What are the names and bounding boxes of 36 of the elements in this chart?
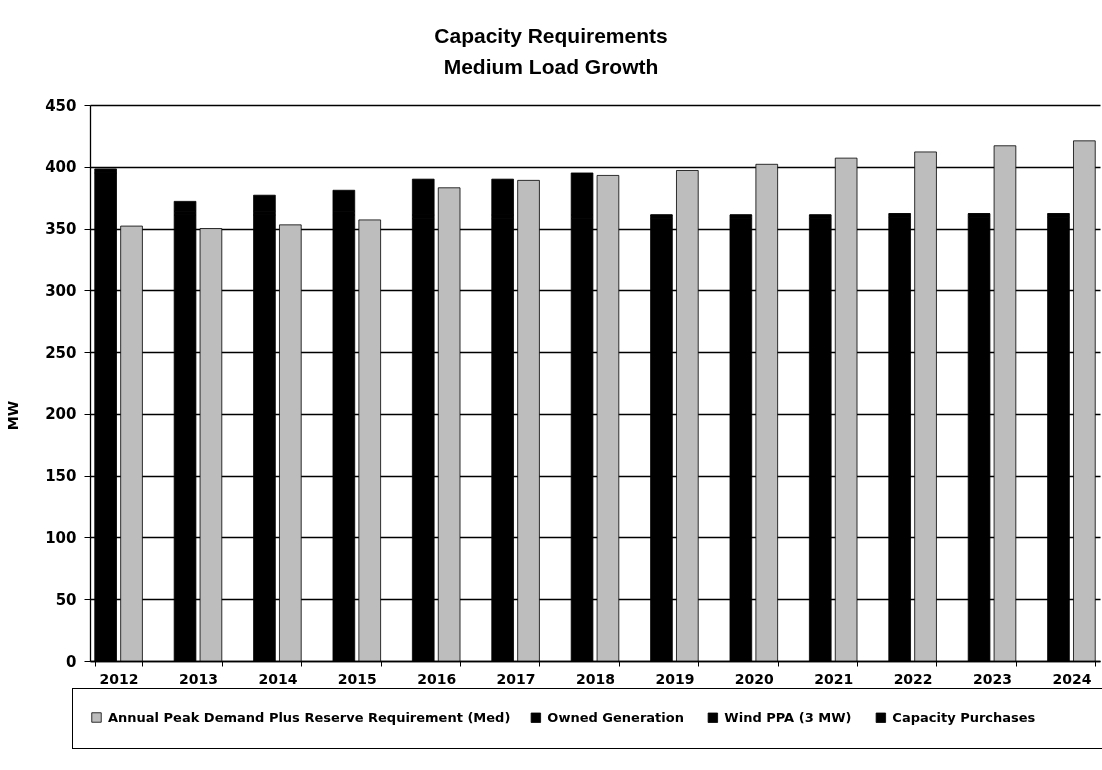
- y-tick-label: 400: [45, 158, 77, 177]
- x-tick-label: 2014: [258, 670, 298, 687]
- y-tick-label: 200: [45, 405, 77, 424]
- y-tick-label: 250: [45, 343, 77, 362]
- x-tick-label: 2021: [814, 670, 854, 687]
- bar: [332, 189, 356, 212]
- y-tick-label: 150: [45, 467, 77, 486]
- chart-title: Capacity Requirements: [434, 24, 668, 47]
- x-tick-label: 2016: [417, 670, 457, 687]
- legend-label: Owned Generation: [547, 709, 684, 725]
- x-tick-label: 2022: [893, 670, 933, 687]
- x-tick-label: 2017: [496, 670, 536, 687]
- y-axis-title: MW: [5, 400, 22, 431]
- x-tick-label: 2024: [1052, 670, 1092, 687]
- x-tick-label: 2015: [337, 670, 377, 687]
- y-tick-label: 300: [45, 281, 77, 300]
- x-tick-label: 2018: [576, 670, 615, 687]
- y-tick-label: 450: [45, 96, 77, 115]
- y-tick-label: 100: [45, 528, 77, 547]
- bar: [570, 172, 594, 216]
- x-tick-label: 2020: [734, 670, 775, 687]
- chart-subtitle: Medium Load Growth: [443, 55, 659, 78]
- y-tick-label: 350: [45, 220, 77, 239]
- bar: [173, 200, 197, 212]
- legend-label: Annual Peak Demand Plus Reserve Requirement (Med): [108, 709, 511, 725]
- x-tick-label: 2019: [655, 670, 695, 687]
- x-tick-label: 2023: [973, 670, 1012, 687]
- y-tick-label: 50: [55, 590, 77, 609]
- x-tick-label: 2012: [99, 670, 139, 687]
- x-tick-label: 2013: [179, 670, 218, 687]
- bar: [411, 178, 435, 216]
- y-tick-label: 0: [66, 652, 77, 671]
- legend-label: Capacity Purchases: [892, 709, 1036, 725]
- bar: [491, 178, 514, 216]
- legend-label: Wind PPA (3 MW): [724, 709, 852, 725]
- bar: [253, 194, 276, 212]
